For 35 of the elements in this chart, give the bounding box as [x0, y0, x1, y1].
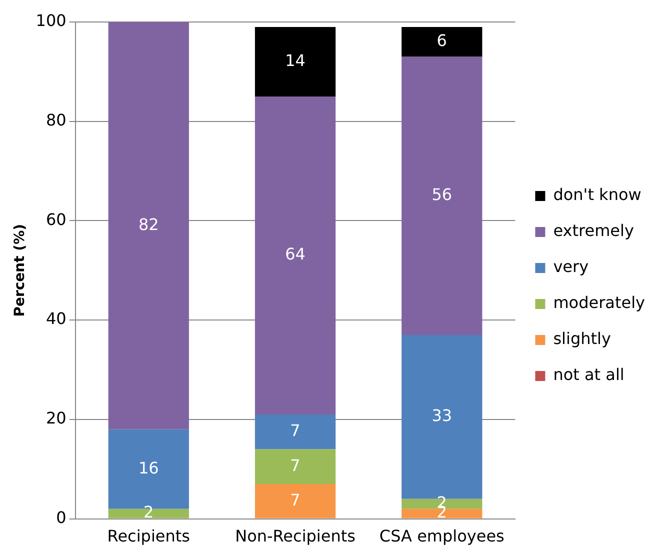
- data-label: 16: [138, 458, 159, 478]
- y-tick-label: 100: [36, 11, 66, 30]
- legend-label: not at all: [553, 365, 624, 384]
- bar: [402, 26, 482, 57]
- legend-label: very: [553, 257, 589, 276]
- data-label: 7: [290, 456, 300, 475]
- bar: [254, 96, 336, 414]
- bar: [254, 414, 336, 450]
- data-label: 14: [285, 50, 306, 70]
- legend-label: slightly: [553, 329, 611, 348]
- y-tick-label: 60: [46, 210, 66, 229]
- data-label: 64: [285, 244, 306, 264]
- y-tick-label: 20: [46, 408, 66, 428]
- x-tick-label: Recipients: [107, 526, 190, 546]
- data-label: 56: [432, 185, 452, 204]
- data-label: 2: [144, 502, 154, 522]
- bar: [254, 484, 336, 518]
- bar: [402, 56, 482, 335]
- bar: [254, 26, 336, 97]
- data-label: 7: [290, 490, 300, 510]
- data-label: 82: [138, 214, 159, 234]
- x-tick-label: Non-Recipients: [235, 526, 356, 546]
- bar: [108, 22, 189, 430]
- y-tick-label: 80: [46, 110, 66, 130]
- legend-label: don't know: [553, 185, 642, 204]
- x-tick-label: CSA employees: [379, 526, 504, 546]
- data-label: 6: [436, 31, 447, 50]
- data-label: 33: [432, 406, 452, 426]
- legend-label: extremely: [553, 221, 634, 240]
- bar: [254, 449, 336, 484]
- data-label: 7: [290, 421, 300, 440]
- y-axis-title: Percent (%): [12, 224, 28, 317]
- y-tick-label: 0: [56, 508, 66, 527]
- legend-label: moderately: [553, 293, 646, 312]
- y-tick-label: 40: [46, 309, 66, 328]
